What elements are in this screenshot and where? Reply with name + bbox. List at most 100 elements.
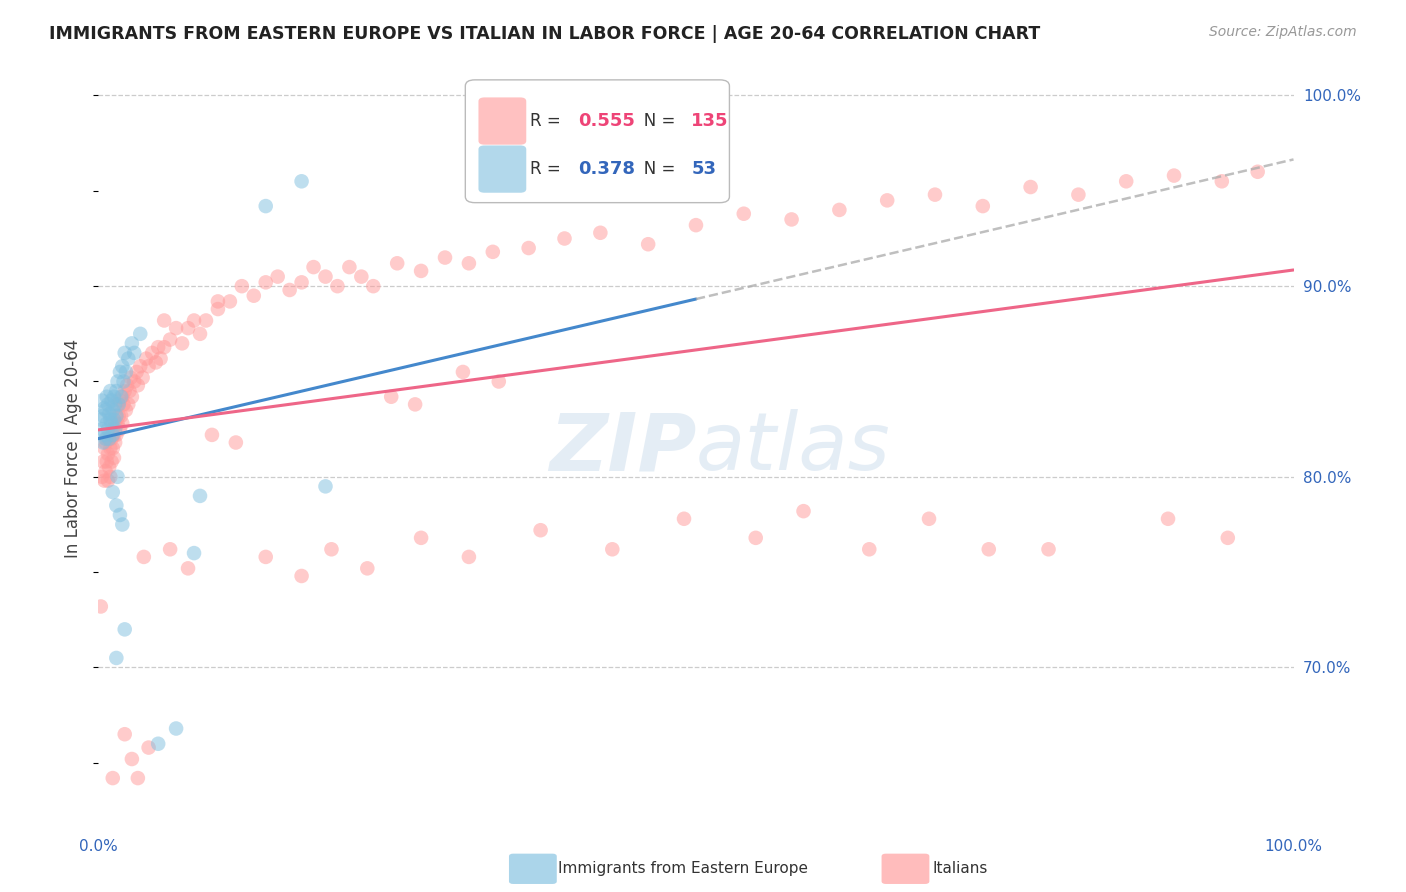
FancyBboxPatch shape [478, 145, 526, 193]
Point [149, 351, 172, 366]
Point [121, 752, 143, 766]
Point [530, 523, 553, 537]
Point [105, 384, 128, 398]
Point [125, 365, 148, 379]
FancyBboxPatch shape [478, 97, 526, 145]
Point [1115, 174, 1137, 188]
Text: Immigrants from Eastern Europe: Immigrants from Eastern Europe [558, 862, 808, 876]
Point [195, 313, 218, 327]
Point [101, 771, 124, 785]
Point [488, 375, 510, 389]
Point [93, 428, 115, 442]
Point [100, 417, 122, 431]
Point [108, 393, 131, 408]
Point [94, 432, 117, 446]
Point [291, 174, 314, 188]
Point [972, 199, 994, 213]
Point [110, 409, 132, 423]
Point [977, 542, 1000, 557]
Point [93, 441, 115, 455]
Point [124, 346, 146, 360]
Point [924, 187, 946, 202]
Point [108, 508, 131, 522]
Point [1019, 180, 1042, 194]
Point [107, 375, 129, 389]
Text: 135: 135 [692, 112, 728, 130]
Point [118, 384, 141, 398]
Point [315, 479, 337, 493]
Point [101, 485, 124, 500]
Point [321, 542, 343, 557]
FancyBboxPatch shape [465, 80, 730, 202]
Point [434, 251, 457, 265]
Point [101, 428, 124, 442]
Point [183, 546, 205, 560]
Point [918, 512, 941, 526]
Point [153, 340, 176, 354]
Point [135, 351, 157, 366]
Point [105, 409, 128, 423]
Point [96, 417, 118, 431]
Text: 0.378: 0.378 [578, 160, 634, 178]
Point [107, 397, 129, 411]
Point [745, 531, 768, 545]
Point [673, 512, 696, 526]
Point [1211, 174, 1233, 188]
Point [458, 256, 481, 270]
Point [141, 346, 163, 360]
Point [380, 390, 402, 404]
Point [104, 397, 127, 411]
Point [103, 428, 125, 442]
Text: N =: N = [628, 160, 681, 178]
Point [117, 397, 139, 411]
Point [107, 470, 129, 484]
Point [100, 432, 122, 446]
Point [98, 441, 122, 455]
Point [91, 435, 114, 450]
Point [339, 260, 361, 274]
Point [153, 313, 176, 327]
Point [1067, 187, 1090, 202]
Point [207, 294, 229, 309]
Point [115, 365, 138, 379]
Point [1038, 542, 1060, 557]
Point [876, 194, 898, 208]
Point [101, 422, 124, 436]
Point [404, 397, 426, 411]
Point [350, 269, 373, 284]
Point [828, 202, 851, 217]
Point [385, 256, 409, 270]
Point [793, 504, 815, 518]
Point [225, 435, 247, 450]
Point [254, 549, 277, 564]
Point [110, 390, 132, 404]
Point [183, 313, 205, 327]
Point [356, 561, 378, 575]
Point [121, 336, 143, 351]
Point [97, 474, 120, 488]
Point [96, 454, 118, 468]
Point [188, 489, 211, 503]
Point [93, 401, 115, 416]
Point [172, 336, 194, 351]
Point [98, 384, 122, 398]
Point [411, 531, 433, 545]
Point [108, 365, 131, 379]
Point [107, 397, 129, 411]
Point [103, 412, 125, 426]
Point [685, 218, 707, 232]
Point [278, 283, 301, 297]
Point [100, 454, 122, 468]
Text: 0.555: 0.555 [578, 112, 634, 130]
Point [780, 212, 803, 227]
Point [111, 390, 134, 404]
Point [517, 241, 540, 255]
Point [105, 499, 128, 513]
Point [254, 199, 277, 213]
Point [108, 422, 131, 436]
Point [589, 226, 612, 240]
Point [93, 474, 115, 488]
Point [90, 412, 112, 426]
Point [219, 294, 242, 309]
Text: ZIP: ZIP [548, 409, 696, 487]
